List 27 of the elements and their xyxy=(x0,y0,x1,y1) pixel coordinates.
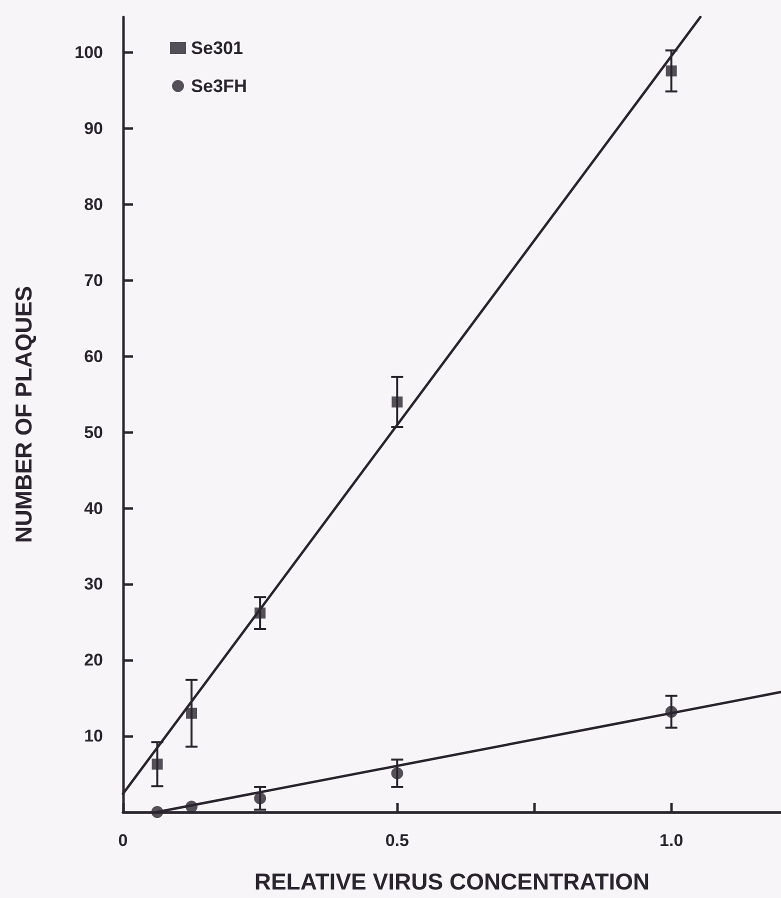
point xyxy=(391,767,404,780)
legend-label: Se3FH xyxy=(191,76,248,96)
y-tick-label: 100 xyxy=(74,43,103,62)
point xyxy=(186,708,198,719)
y-tick-label: 90 xyxy=(84,119,103,138)
y-tick-label: 50 xyxy=(84,422,103,442)
point xyxy=(665,706,678,718)
point xyxy=(254,608,266,619)
x-tick-label: 0.5 xyxy=(385,831,409,850)
point xyxy=(254,792,266,804)
y-tick-label: 60 xyxy=(84,346,103,366)
y-tick-label: 30 xyxy=(84,574,103,594)
x-tick-label: 1.0 xyxy=(660,831,684,850)
point xyxy=(186,800,198,813)
y-axis-title: NUMBER OF PLAQUES xyxy=(10,286,36,543)
point xyxy=(151,806,164,818)
y-tick-label: 70 xyxy=(84,270,103,290)
point xyxy=(666,65,677,76)
x-axis-title: RELATIVE VIRUS CONCENTRATION xyxy=(254,868,650,894)
point xyxy=(152,758,163,770)
y-tick-label: 80 xyxy=(84,195,103,214)
x-tick-label: 0 xyxy=(118,831,128,850)
legend-label: Se301 xyxy=(191,38,244,58)
y-tick-label: 20 xyxy=(84,650,103,670)
y-tick-label: 40 xyxy=(84,498,103,518)
y-tick-label: 10 xyxy=(84,726,103,746)
point xyxy=(392,396,403,408)
